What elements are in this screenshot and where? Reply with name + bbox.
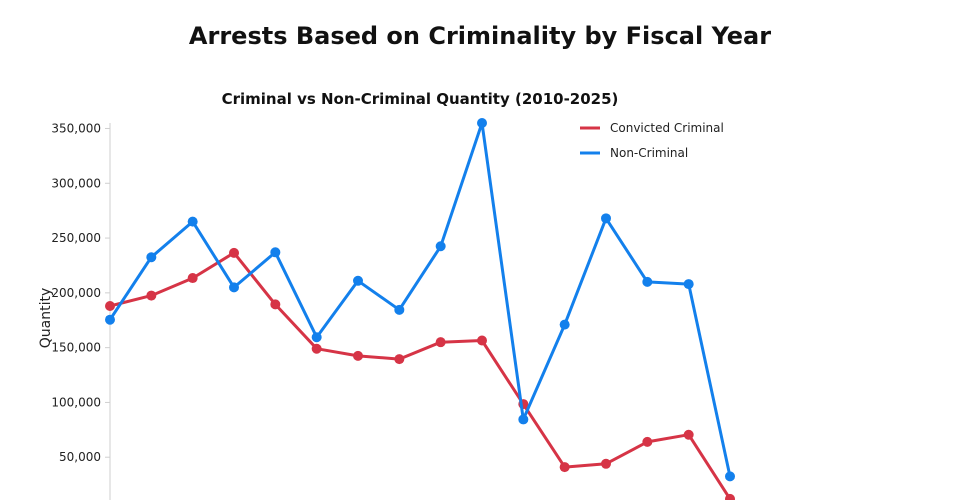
- data-point: [725, 493, 735, 500]
- page-title: Arrests Based on Criminality by Fiscal Y…: [188, 22, 772, 50]
- data-point: [642, 436, 653, 447]
- y-tick-label: 350,000: [51, 121, 101, 135]
- series-0: [105, 247, 735, 500]
- data-point: [601, 458, 611, 469]
- data-point: [270, 247, 281, 258]
- series-line: [108, 251, 732, 500]
- y-tick-label: 250,000: [51, 231, 101, 245]
- data-point: [725, 471, 735, 482]
- data-point: [477, 118, 487, 128]
- y-tick-label: 100,000: [51, 395, 101, 409]
- series-1: [105, 118, 735, 482]
- series-line: [108, 121, 732, 478]
- data-point: [105, 314, 115, 325]
- data-point: [683, 429, 694, 440]
- data-point: [146, 252, 157, 263]
- data-point: [146, 290, 157, 301]
- data-point: [353, 350, 363, 361]
- data-point: [105, 300, 115, 311]
- data-point: [229, 282, 239, 293]
- data-point: [435, 241, 446, 252]
- data-point: [435, 337, 446, 348]
- y-tick-label: 150,000: [51, 341, 101, 355]
- data-point: [187, 273, 198, 284]
- data-point: [559, 462, 570, 473]
- legend-label: Convicted Criminal: [610, 121, 724, 135]
- data-point: [187, 216, 198, 227]
- legend-label: Non-Criminal: [610, 146, 688, 160]
- data-point: [642, 276, 653, 287]
- y-axis-ticks: 50,000 100,000 150,000 200,000 250,000 300,00…: [51, 121, 110, 464]
- series-layer: [105, 118, 735, 500]
- data-point: [311, 332, 322, 343]
- legend: Convicted Criminal Non-Criminal: [580, 121, 724, 160]
- data-point: [353, 275, 363, 286]
- y-axis-title: Quantity: [38, 288, 54, 349]
- data-point: [559, 319, 570, 330]
- y-tick-label: 200,000: [51, 286, 101, 300]
- data-point: [683, 279, 694, 290]
- data-point: [518, 414, 529, 425]
- y-tick-label: 300,000: [51, 176, 101, 190]
- chart-subtitle: Criminal vs Non-Criminal Quantity (2010-…: [222, 90, 619, 108]
- data-point: [601, 213, 611, 224]
- data-point: [394, 304, 405, 315]
- data-point: [394, 354, 405, 365]
- data-point: [270, 299, 281, 310]
- data-point: [477, 335, 487, 346]
- y-tick-label: 50,000: [59, 450, 101, 464]
- data-point: [311, 343, 322, 354]
- data-point: [229, 247, 239, 258]
